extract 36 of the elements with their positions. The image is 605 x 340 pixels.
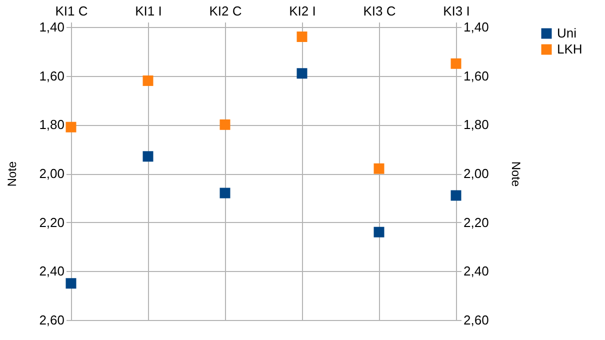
- point: [142, 151, 154, 162]
- x-tick-label: KI2 C: [209, 4, 242, 18]
- x-tick-label: KI1 C: [55, 4, 88, 18]
- point: [450, 190, 462, 201]
- y-tick-label: 1,60: [39, 68, 64, 84]
- point: [374, 226, 384, 238]
- y-tick-label: 2,60: [39, 312, 64, 328]
- y-tick-label: 1,40: [39, 20, 64, 34]
- point: [450, 58, 462, 69]
- point: [142, 75, 154, 86]
- x-tick-label: KI1 I: [135, 4, 162, 18]
- point: [296, 32, 308, 42]
- y-tick-label: 1,80: [39, 117, 64, 132]
- x-tick-label: KI3 I: [443, 4, 470, 18]
- point: [296, 68, 308, 79]
- y2-tick-label: 1,60: [464, 68, 489, 84]
- y2-tick-label: 2,20: [464, 214, 489, 230]
- y2-tick-label: 1,80: [464, 117, 489, 132]
- y2-axis-title: Note: [508, 161, 523, 187]
- y2-tick-label: 1,40: [464, 20, 489, 34]
- x-tick-label: KI2 I: [289, 4, 316, 18]
- y-axis-title: Note: [5, 161, 20, 187]
- point: [220, 188, 230, 198]
- y-tick-label: 2,00: [39, 166, 64, 181]
- legend-label: LKH: [557, 42, 582, 56]
- point: [66, 122, 76, 132]
- y-tick-label: 2,20: [39, 214, 64, 230]
- y-tick-label: 2,40: [39, 264, 64, 279]
- point: [220, 119, 230, 130]
- point: [66, 278, 76, 289]
- x-tick-label: KI3 C: [363, 4, 396, 18]
- y2-tick-label: 2,60: [464, 312, 489, 328]
- point: [374, 163, 384, 174]
- y2-tick-label: 2,40: [464, 264, 489, 279]
- y2-tick-label: 2,00: [464, 166, 489, 181]
- legend-label: Uni: [557, 26, 577, 40]
